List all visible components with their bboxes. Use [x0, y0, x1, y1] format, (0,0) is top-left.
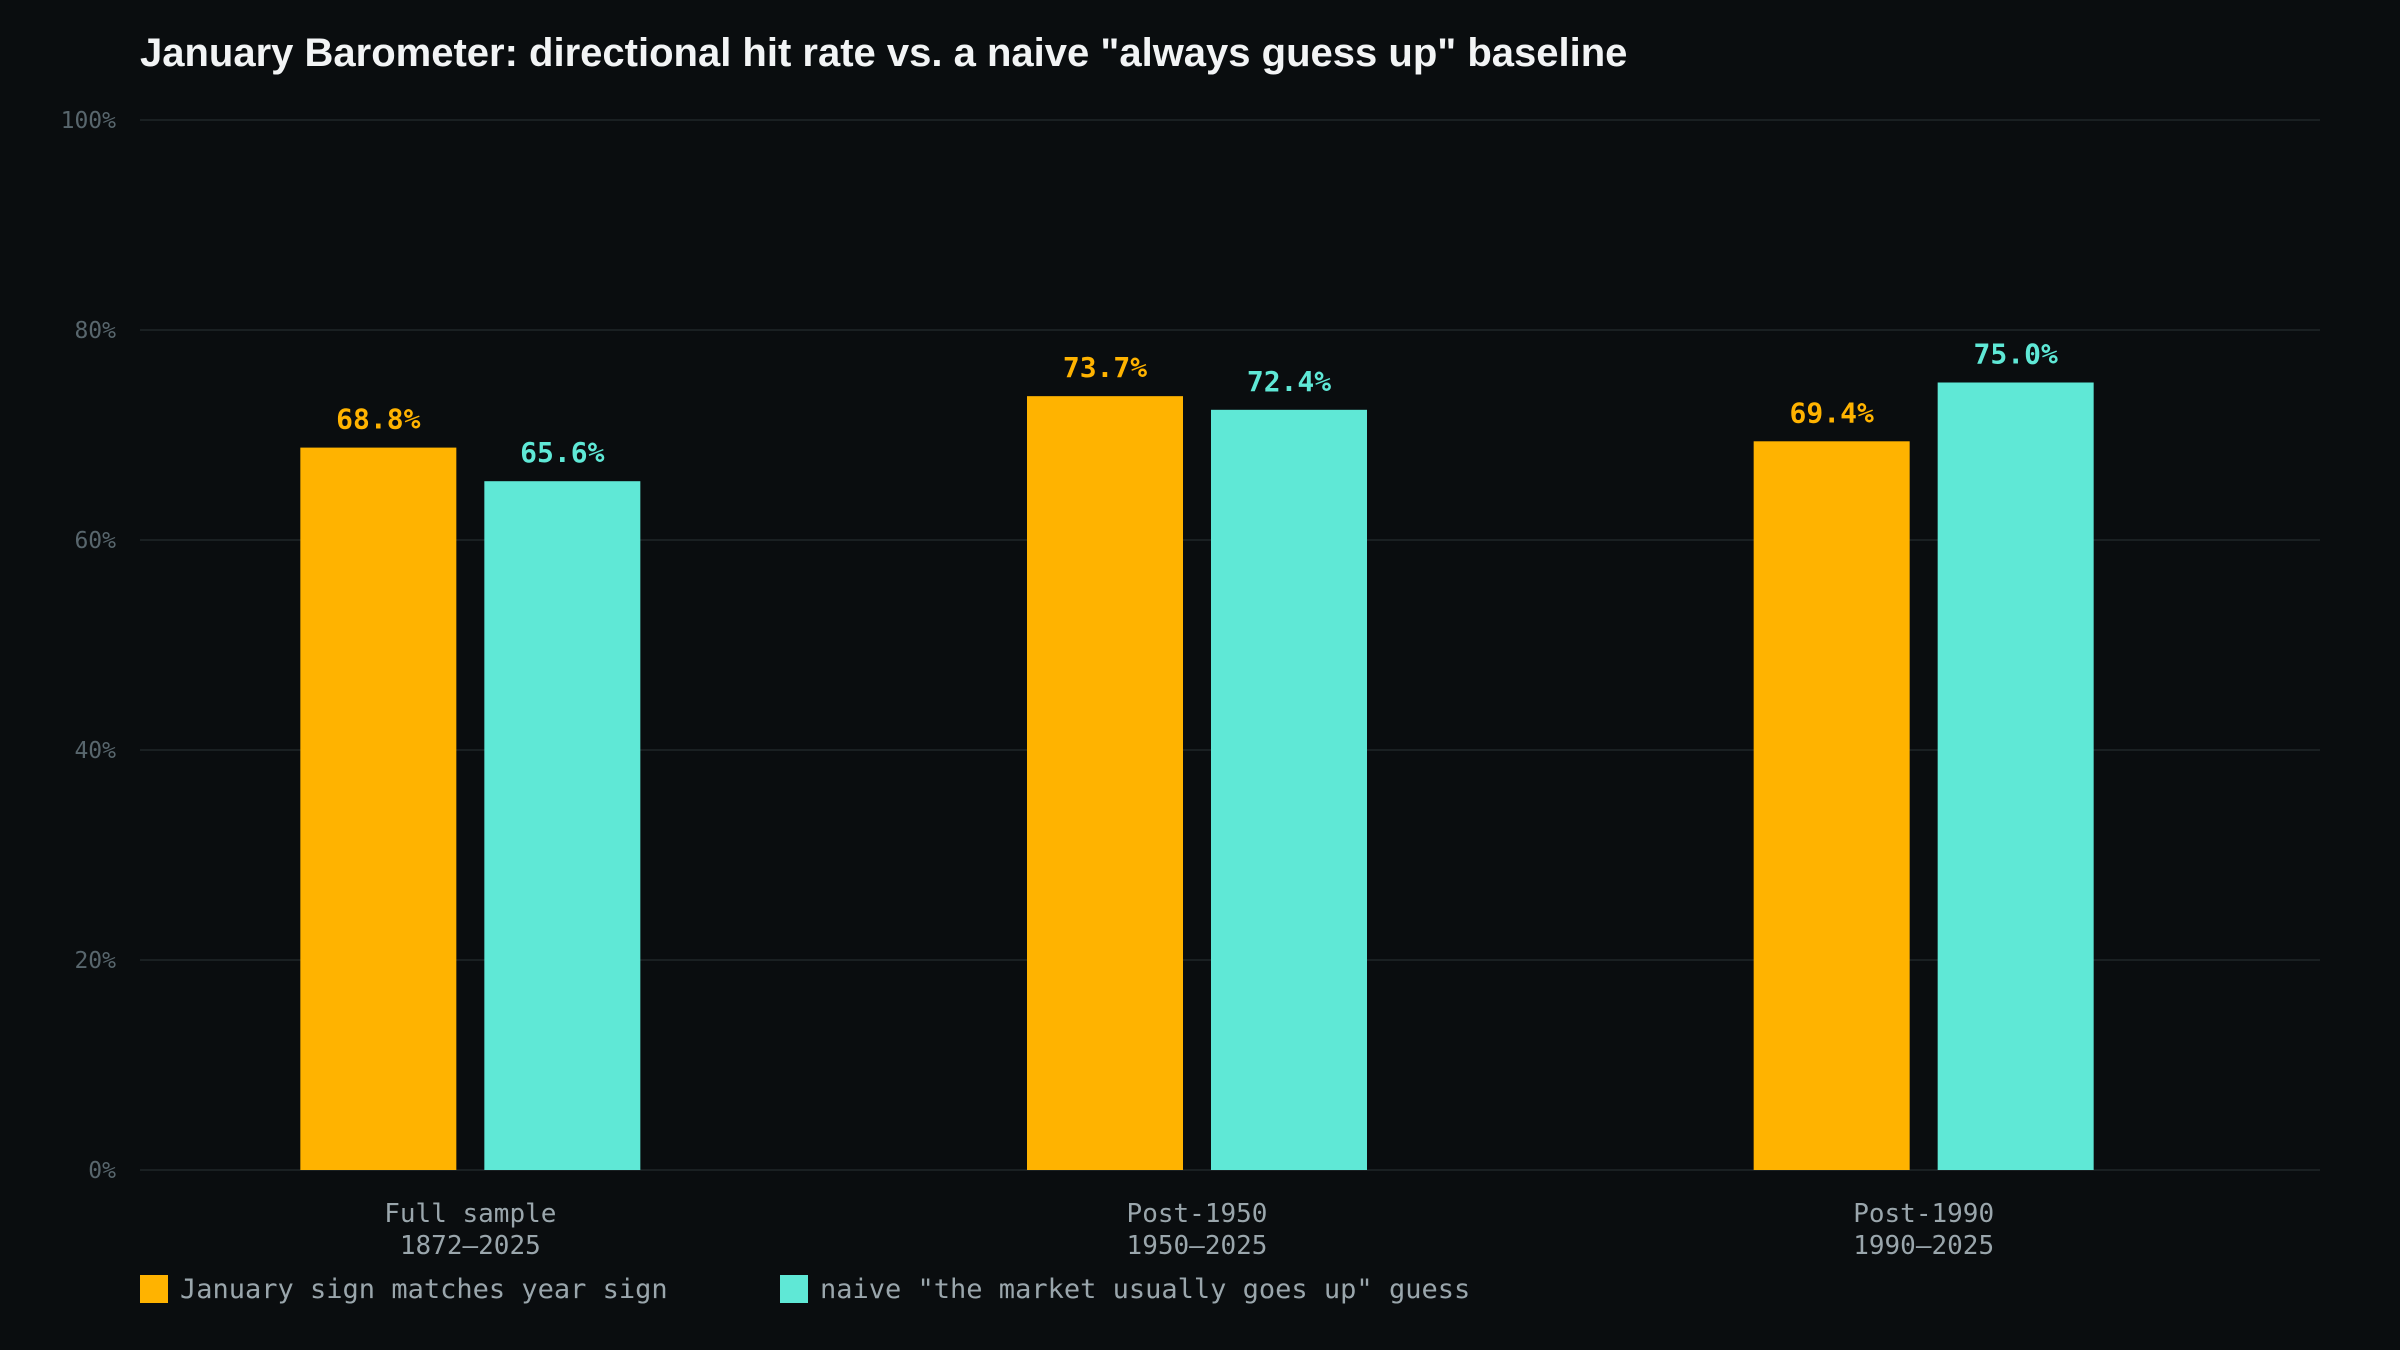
data-label: 75.0%: [1974, 338, 2058, 371]
data-label: 73.7%: [1063, 351, 1147, 384]
bar[interactable]: [1027, 396, 1183, 1170]
data-label: 69.4%: [1790, 396, 1874, 429]
y-tick-label: 80%: [74, 318, 116, 344]
legend-swatch: [140, 1275, 168, 1303]
bar[interactable]: [1753, 441, 1910, 1170]
bar[interactable]: [484, 481, 641, 1170]
legend-swatch: [780, 1275, 808, 1303]
data-label: 65.6%: [520, 436, 604, 469]
bar[interactable]: [1937, 382, 2094, 1171]
legend-item[interactable]: naive "the market usually goes up" guess: [780, 1274, 1470, 1305]
x-category-label: Post-1950: [1127, 1199, 1268, 1229]
legend-item[interactable]: January sign matches year sign: [140, 1274, 668, 1305]
y-tick-label: 0%: [88, 1158, 116, 1184]
data-label: 68.8%: [336, 403, 420, 436]
bars: [300, 382, 2094, 1171]
x-category-label: Full sample: [384, 1199, 556, 1229]
y-tick-label: 20%: [74, 948, 116, 974]
x-category-sublabel: 1950–2025: [1127, 1231, 1268, 1261]
bar[interactable]: [1211, 409, 1367, 1170]
x-category-sublabel: 1872–2025: [400, 1231, 541, 1261]
x-category-label: Post-1990: [1853, 1199, 1994, 1229]
legend[interactable]: January sign matches year sign naive "the…: [140, 1274, 1470, 1305]
value-labels: 68.8% 65.6% 73.7% 72.4% 69.4% 75.0%: [336, 338, 2058, 470]
y-tick-label: 60%: [74, 528, 116, 554]
bar[interactable]: [300, 447, 457, 1171]
y-tick-label: 100%: [61, 108, 117, 134]
chart-title: January Barometer: directional hit rate …: [140, 31, 1627, 75]
y-tick-label: 40%: [74, 738, 116, 764]
data-label: 72.4%: [1247, 365, 1331, 398]
legend-label: January sign matches year sign: [180, 1274, 668, 1305]
y-axis-ticks: 0% 20% 40% 60% 80% 100%: [61, 108, 117, 1184]
legend-label: naive "the market usually goes up" guess: [820, 1274, 1470, 1305]
x-category-sublabel: 1990–2025: [1853, 1231, 1994, 1261]
